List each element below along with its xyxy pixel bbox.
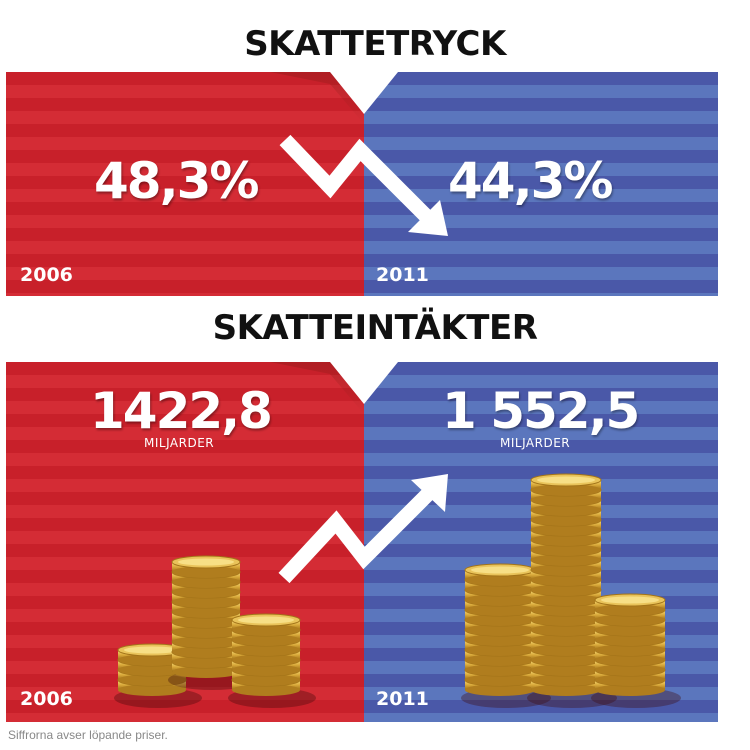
tax-pressure-2006-value: 48,3% <box>94 152 259 210</box>
tax-revenue-title: SKATTEINTÄKTER <box>212 308 538 348</box>
tax-revenue-2011-unit: MILJARDER <box>500 436 571 450</box>
tax-pressure-2006-year: 2006 <box>20 264 73 286</box>
tax-revenue-2011-year: 2011 <box>376 688 429 710</box>
tax-revenue-2006-year: 2006 <box>20 688 73 710</box>
tax-revenue-2011-value: 1 552,5 <box>442 382 640 440</box>
tax-revenue-2011-panel: 1 552,5 MILJARDER 2011 <box>364 362 718 722</box>
footnote: Siffrorna avser löpande priser. <box>8 728 168 742</box>
tax-revenue-2006-value: 1422,8 <box>90 382 273 440</box>
tax-revenue-2006-unit: MILJARDER <box>144 436 215 450</box>
tax-pressure-2006-panel: 48,3% 2006 <box>6 72 364 296</box>
tax-pressure-2011-value: 44,3% <box>448 152 613 210</box>
tax-revenue-2006-panel: 1422,8 MILJARDER 2006 <box>6 362 364 722</box>
tax-pressure-title: SKATTETRYCK <box>244 24 506 64</box>
tax-pressure-2011-panel: 44,3% 2011 <box>364 72 718 296</box>
tax-pressure-2011-year: 2011 <box>376 264 429 286</box>
